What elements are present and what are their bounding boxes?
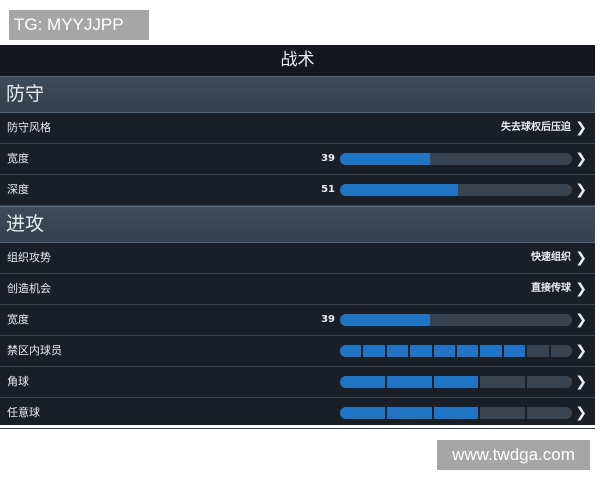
segment xyxy=(480,376,528,388)
segment xyxy=(340,376,387,388)
segment xyxy=(386,376,434,388)
row-label: 组织攻势 xyxy=(7,251,51,264)
chevron-right-icon[interactable]: ❯ xyxy=(575,343,587,359)
tactics-panel: 战术 防守 防守风格 失去球权后压迫 ❯ 宽度 39 ❯ 深度 51 ❯ 进攻 组织攻势 快速组织… xyxy=(0,45,595,429)
tactic-row[interactable]: 创造机会 直接传球 ❯ xyxy=(0,274,595,305)
tactic-row[interactable]: 组织攻势 快速组织 ❯ xyxy=(0,243,595,274)
segment xyxy=(386,345,411,357)
segmented-slider[interactable] xyxy=(340,407,572,419)
row-label: 角球 xyxy=(7,375,29,388)
slider-fill xyxy=(340,184,459,196)
segment xyxy=(410,345,434,357)
chevron-right-icon[interactable]: ❯ xyxy=(575,151,587,167)
segment xyxy=(480,345,504,357)
tactic-row[interactable]: 任意球 ❯ xyxy=(0,398,595,429)
row-value: 直接传球 xyxy=(531,283,571,294)
row-label: 防守风格 xyxy=(7,121,51,134)
tactic-row[interactable]: 禁区内球员 ❯ xyxy=(0,336,595,367)
slider[interactable] xyxy=(340,314,572,326)
row-label: 禁区内球员 xyxy=(7,344,62,357)
slider[interactable] xyxy=(340,184,572,196)
row-label: 任意球 xyxy=(7,406,40,419)
watermark-bottom: www.twdga.com xyxy=(437,440,590,470)
row-label: 宽度 xyxy=(7,152,29,165)
row-label: 深度 xyxy=(7,183,29,196)
row-value: 失去球权后压迫 xyxy=(501,122,571,133)
chevron-right-icon[interactable]: ❯ xyxy=(575,120,587,136)
tactic-row[interactable]: 角球 ❯ xyxy=(0,367,595,398)
chevron-right-icon[interactable]: ❯ xyxy=(575,281,587,297)
segment xyxy=(527,345,551,357)
segment xyxy=(527,407,572,419)
row-label: 宽度 xyxy=(7,313,29,326)
row-label: 创造机会 xyxy=(7,282,51,295)
segment xyxy=(527,376,572,388)
chevron-right-icon[interactable]: ❯ xyxy=(575,405,587,421)
segmented-slider[interactable] xyxy=(340,345,572,357)
page-title: 战术 xyxy=(0,45,595,76)
segment xyxy=(340,407,387,419)
segment xyxy=(480,407,528,419)
segment xyxy=(457,345,481,357)
row-value: 快速组织 xyxy=(531,252,571,263)
slider-value: 39 xyxy=(321,153,335,164)
slider-value: 51 xyxy=(321,184,335,195)
chevron-right-icon[interactable]: ❯ xyxy=(575,182,587,198)
segment xyxy=(550,345,572,357)
tactic-row[interactable]: 深度 51 ❯ xyxy=(0,175,595,206)
watermark-top: TG: MYYJJPP xyxy=(9,10,149,40)
segmented-slider[interactable] xyxy=(340,376,572,388)
segment xyxy=(433,345,458,357)
tactic-row[interactable]: 防守风格 失去球权后压迫 ❯ xyxy=(0,113,595,144)
slider-value: 39 xyxy=(321,314,335,325)
slider[interactable] xyxy=(340,153,572,165)
chevron-right-icon[interactable]: ❯ xyxy=(575,312,587,328)
section-header-defense: 防守 xyxy=(0,76,595,113)
segment xyxy=(433,407,481,419)
slider-fill xyxy=(340,314,431,326)
segment xyxy=(503,345,528,357)
tactic-row[interactable]: 宽度 39 ❯ xyxy=(0,144,595,175)
segment xyxy=(386,407,434,419)
tactic-row[interactable]: 宽度 39 ❯ xyxy=(0,305,595,336)
chevron-right-icon[interactable]: ❯ xyxy=(575,374,587,390)
segment xyxy=(433,376,481,388)
segment xyxy=(363,345,387,357)
section-header-attack: 进攻 xyxy=(0,206,595,243)
chevron-right-icon[interactable]: ❯ xyxy=(575,250,587,266)
segment xyxy=(340,345,364,357)
slider-fill xyxy=(340,153,431,165)
